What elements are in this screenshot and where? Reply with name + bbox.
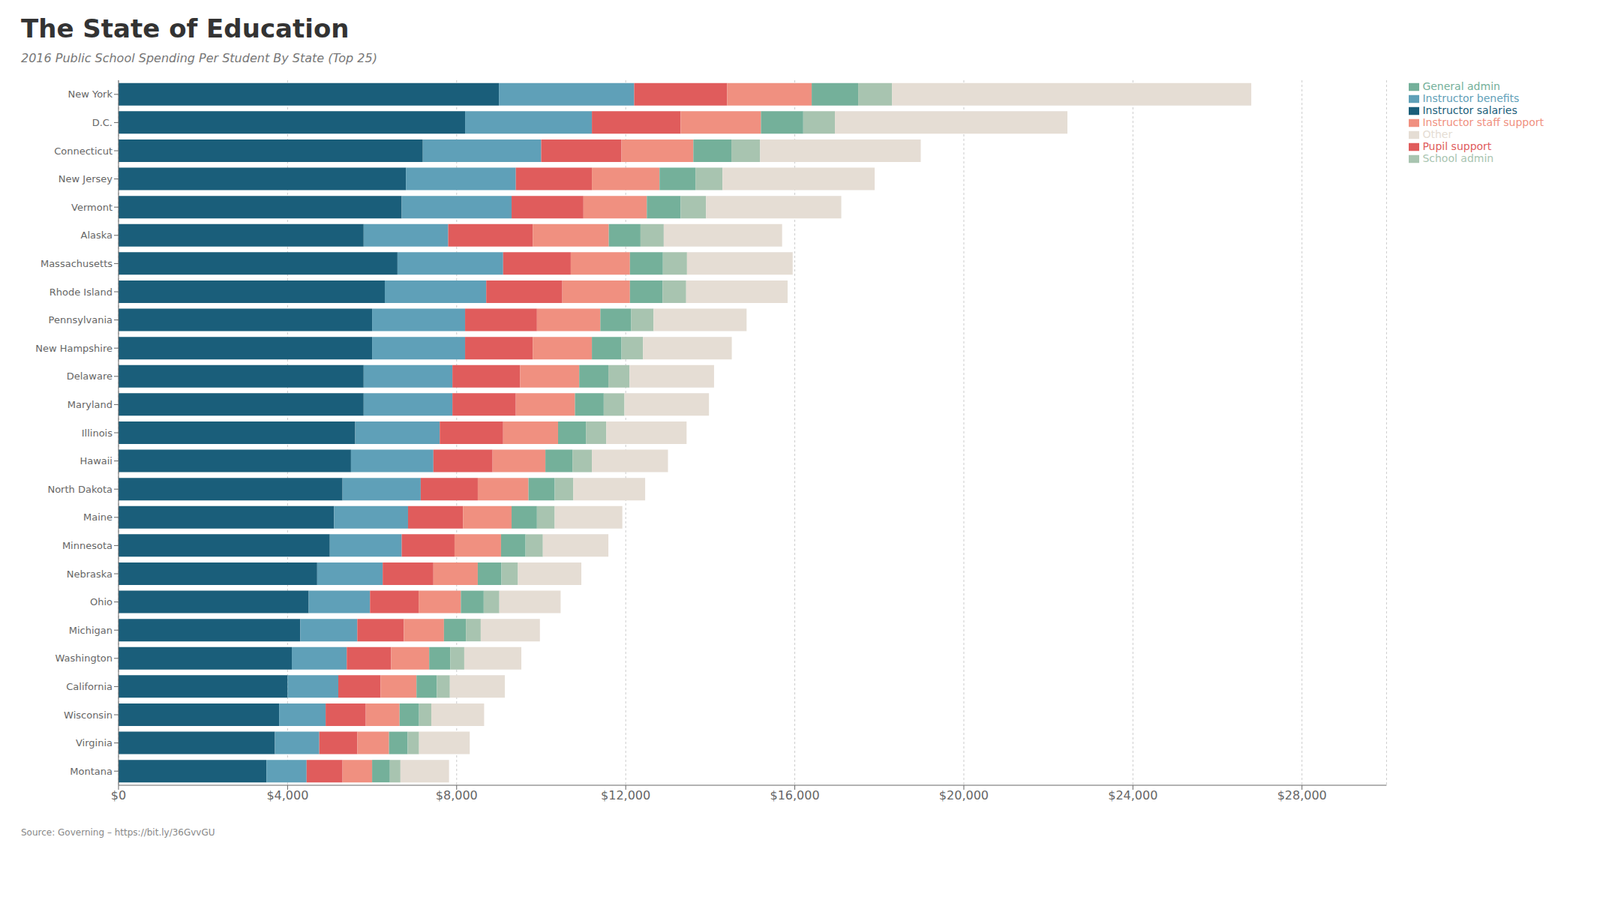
html-text:2016 Public School Spending Pe: 2016 Public School Spending Per Student … [21,51,378,66]
html-text:General admin: General admin [1422,80,1501,93]
svg-text:Connecticut: Connecticut [54,145,113,157]
svg-text:North Dakota: North Dakota [47,483,113,496]
svg-text:New Hampshire: New Hampshire [35,342,113,355]
svg-text:Delaware: Delaware [66,370,113,382]
svg-text:Ohio: Ohio [90,596,113,608]
svg-text:$12,000: $12,000 [600,788,651,803]
svg-text:Washington: Washington [55,652,113,664]
html-text:Instructor staff support: Instructor staff support [1422,116,1544,129]
svg-text:Wisconsin: Wisconsin [63,709,113,721]
svg-text:Maine: Maine [83,511,113,523]
svg-text:Minnesota: Minnesota [62,540,113,552]
svg-text:Michigan: Michigan [69,624,113,637]
svg-text:$4,000: $4,000 [266,788,309,803]
svg-text:D.C.: D.C. [92,117,113,129]
svg-text:$16,000: $16,000 [769,788,820,803]
svg-text:Rhode Island: Rhode Island [49,286,113,298]
svg-text:Montana: Montana [69,765,113,778]
svg-text:Virginia: Virginia [75,737,113,749]
svg-text:$8,000: $8,000 [435,788,478,803]
svg-text:$20,000: $20,000 [939,788,989,803]
svg-text:$24,000: $24,000 [1107,788,1158,803]
html-text:Source: Governing – https://bi: Source: Governing – https://bit.ly/36Gvv… [21,827,215,838]
svg-text:New York: New York [67,88,113,100]
svg-text:Pennsylvania: Pennsylvania [48,314,113,326]
svg-text:Alaska: Alaska [80,229,113,241]
svg-text:Nebraska: Nebraska [66,568,113,580]
html-text:Other: Other [1422,128,1453,141]
svg-text:California: California [66,681,113,693]
html-text:School admin: School admin [1422,152,1494,165]
html-text:Instructor salaries: Instructor salaries [1422,104,1518,117]
html-text:The State of Education: The State of Education [21,13,350,44]
svg-text:Massachusetts: Massachusetts [40,258,113,270]
svg-text:$0: $0 [111,788,127,803]
svg-text:Illinois: Illinois [81,427,113,439]
svg-text:$28,000: $28,000 [1277,788,1327,803]
svg-text:Hawaii: Hawaii [79,455,113,467]
svg-text:New Jersey: New Jersey [58,173,113,185]
html-text:Pupil support: Pupil support [1422,140,1492,153]
html-text:Instructor benefits: Instructor benefits [1422,92,1520,105]
svg-text:Maryland: Maryland [67,399,113,411]
svg-text:Vermont: Vermont [71,201,113,214]
